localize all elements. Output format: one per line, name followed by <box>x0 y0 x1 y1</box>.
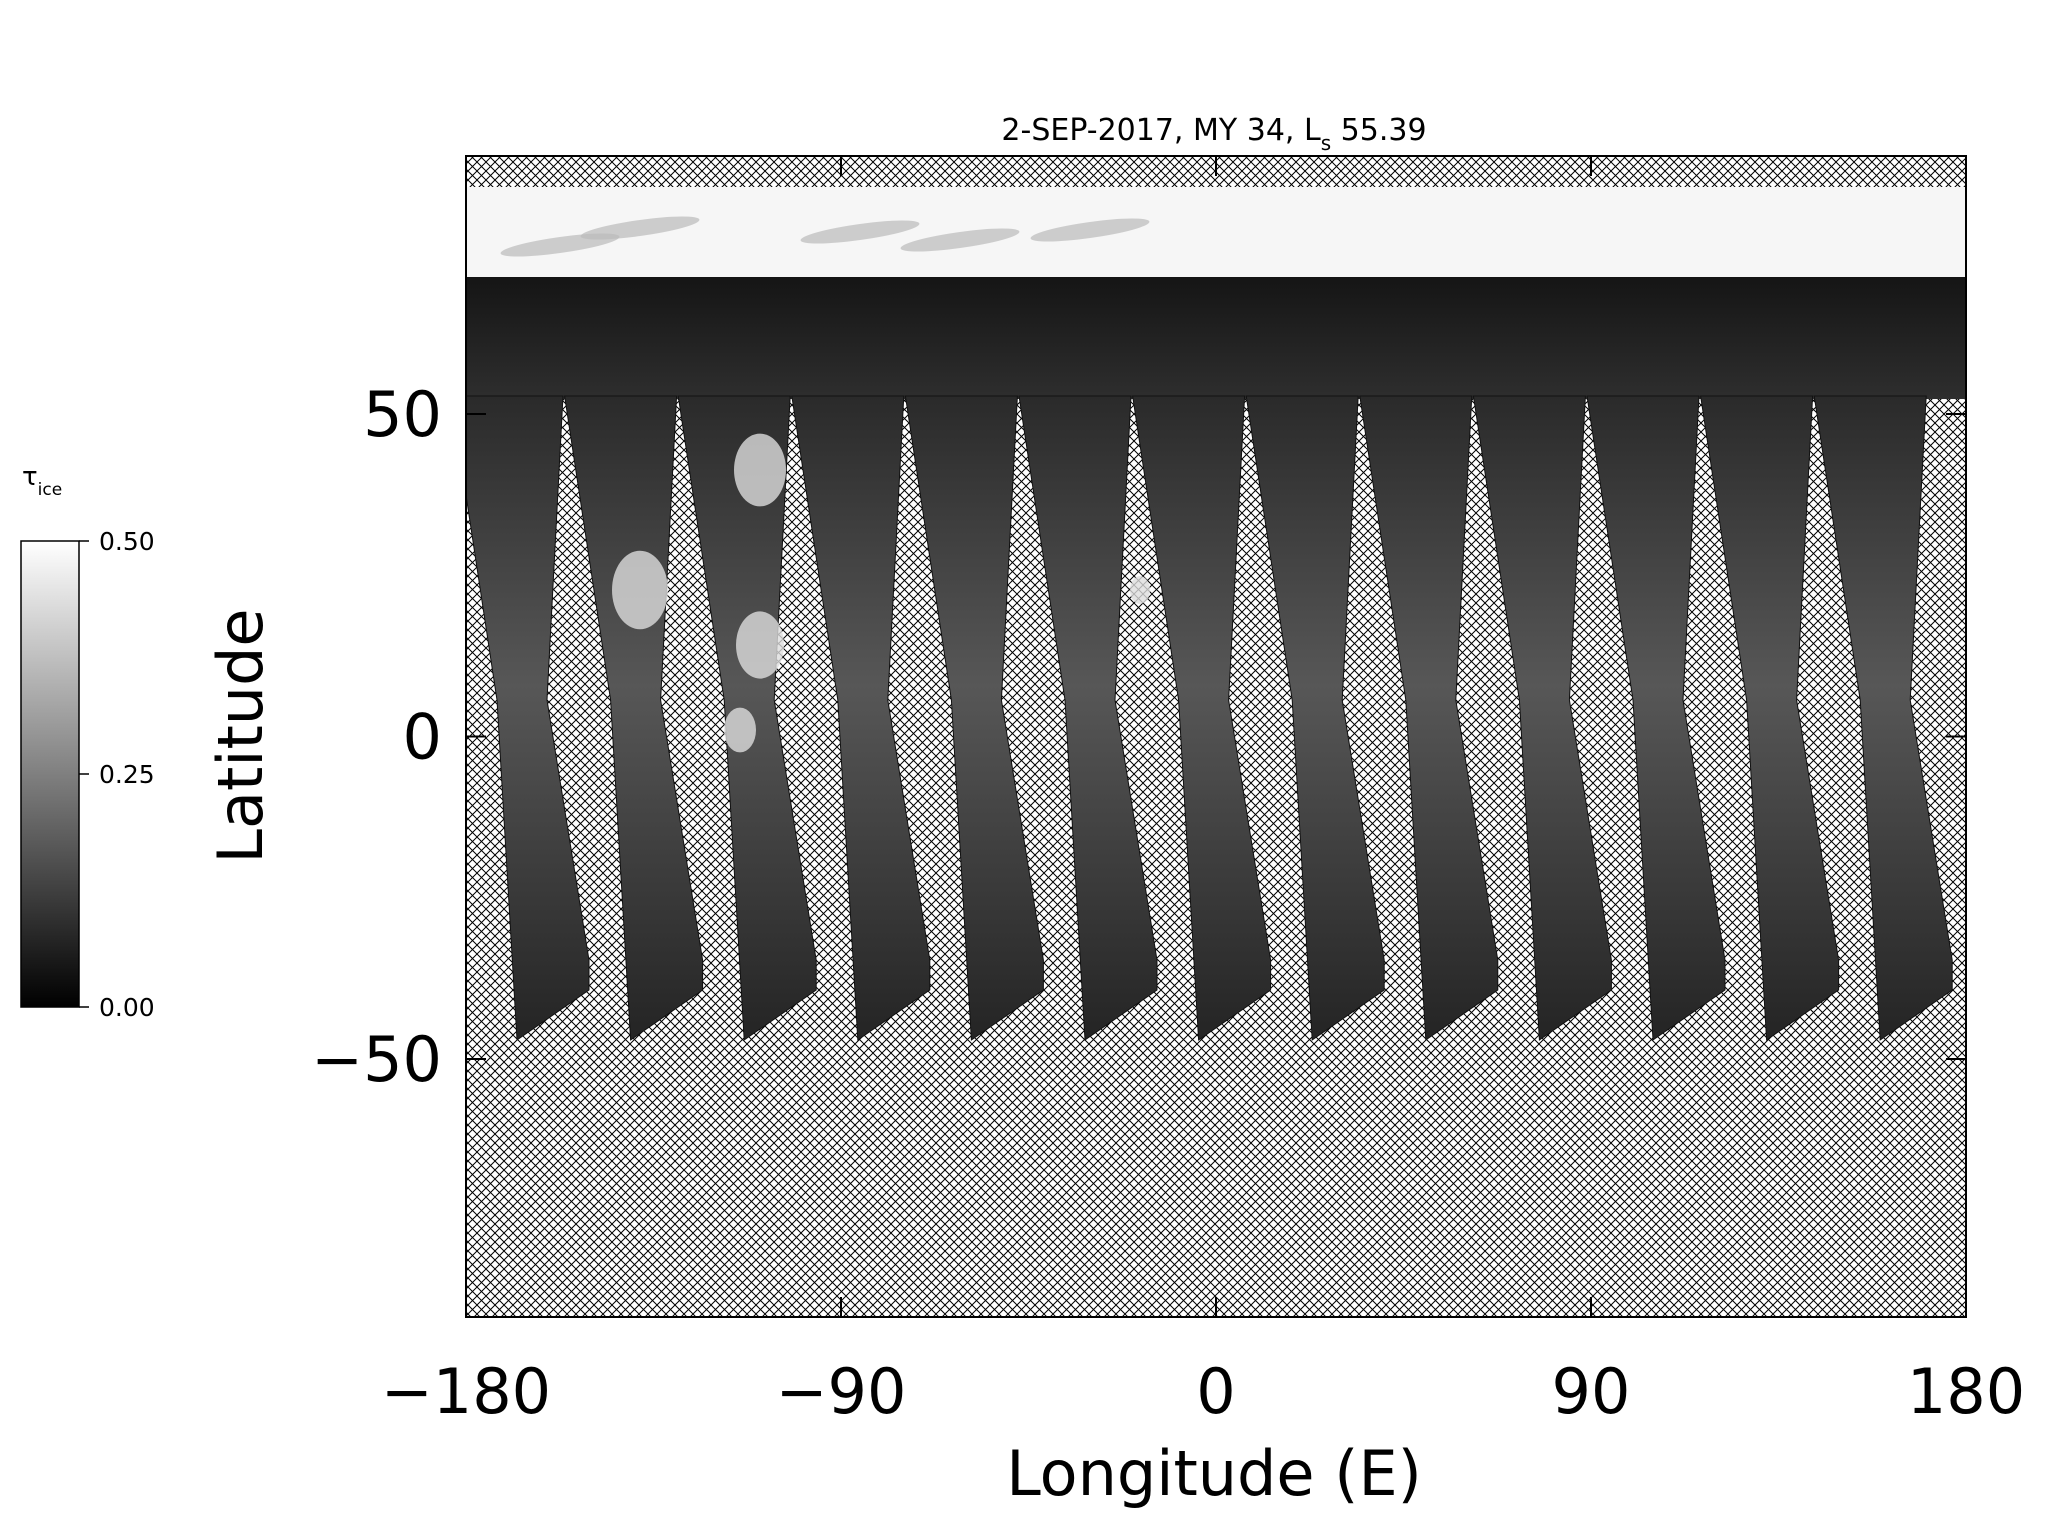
x-tick-label: −90 <box>776 1355 907 1428</box>
x-tick-label: 0 <box>1196 1355 1235 1428</box>
title-subscript: s <box>1321 131 1331 155</box>
swath <box>1586 395 1726 1041</box>
map-image <box>466 156 1966 1317</box>
svg-text:2-SEP-2017, MY 34, Ls 55.39: 2-SEP-2017, MY 34, Ls 55.39 <box>1001 113 1426 155</box>
colorbar-subscript: ice <box>38 480 63 500</box>
swath <box>1472 395 1612 1041</box>
swath <box>1813 395 1953 1041</box>
cloud-streak <box>580 216 700 240</box>
colorbar <box>20 540 80 1008</box>
colorbar-tick-label: 0.00 <box>99 993 155 1022</box>
swath <box>791 395 931 1041</box>
cloud <box>736 611 784 679</box>
swath <box>904 395 1044 1041</box>
swath <box>1359 395 1499 1041</box>
cloud-streak <box>500 233 620 257</box>
y-tick-label: 0 <box>403 701 442 774</box>
colorbar-label: τice <box>22 462 62 500</box>
cloud-streak <box>1030 218 1150 242</box>
colorbar-tick-label: 0.25 <box>99 760 155 789</box>
colorbar-tick-label: 0.50 <box>99 527 155 556</box>
swath <box>1018 395 1158 1041</box>
swath <box>466 395 590 1041</box>
y-tick-label: 50 <box>363 378 442 451</box>
x-tick-label: 180 <box>1907 1355 2025 1428</box>
y-tick-label: −50 <box>311 1023 442 1096</box>
title-suffix: 55.39 <box>1331 113 1426 148</box>
cloud <box>1130 576 1150 604</box>
x-tick-label: 90 <box>1552 1355 1631 1428</box>
swath <box>1700 395 1840 1041</box>
colorbar-symbol: τ <box>22 462 38 492</box>
swath <box>1132 395 1272 1041</box>
x-axis-label: Longitude (E) <box>1006 1437 1422 1510</box>
x-tick-label: −180 <box>381 1355 551 1428</box>
cloud-streak <box>800 220 920 244</box>
cloud <box>734 433 786 507</box>
swath <box>564 395 704 1041</box>
title-text: 2-SEP-2017, MY 34, L <box>1001 113 1321 148</box>
swath <box>1245 395 1385 1041</box>
cloud-streak <box>900 228 1020 252</box>
cloud <box>724 707 756 753</box>
y-axis-label: Latitude <box>204 608 277 863</box>
chart-title: 2-SEP-2017, MY 34, Ls 55.39 <box>1001 113 1426 155</box>
cloud <box>612 550 668 630</box>
